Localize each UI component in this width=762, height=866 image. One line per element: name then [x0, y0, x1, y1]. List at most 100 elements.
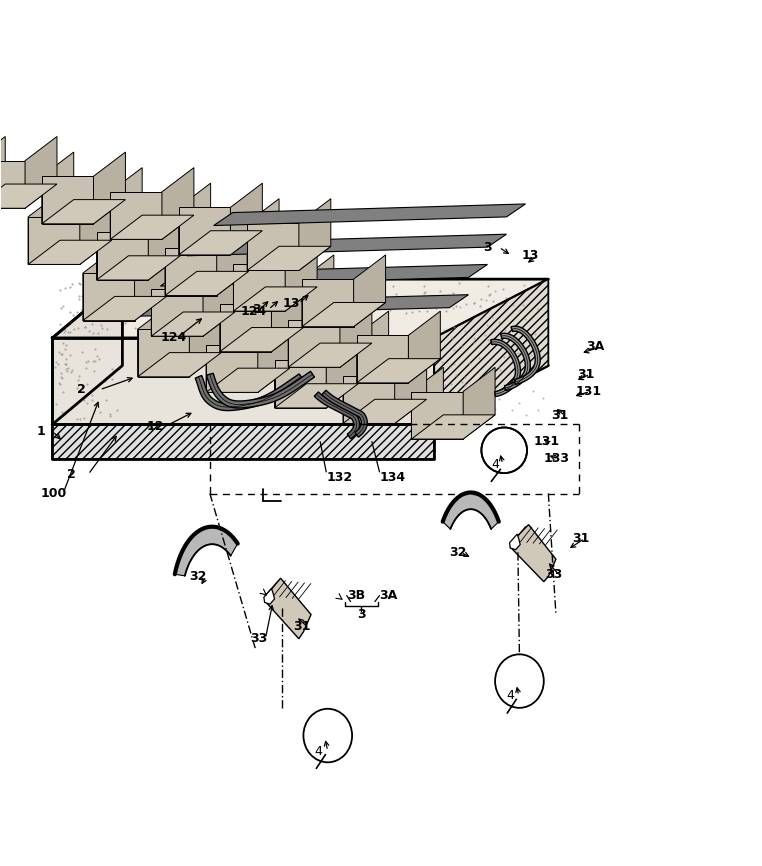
Polygon shape — [174, 527, 238, 576]
Polygon shape — [230, 184, 262, 255]
Polygon shape — [510, 534, 520, 550]
Text: 13: 13 — [522, 249, 539, 262]
Polygon shape — [357, 359, 440, 383]
Polygon shape — [152, 288, 203, 336]
Polygon shape — [80, 193, 112, 264]
Polygon shape — [343, 399, 427, 423]
Polygon shape — [233, 239, 265, 311]
Text: 33: 33 — [546, 568, 562, 581]
Polygon shape — [53, 338, 434, 424]
Text: 31: 31 — [552, 410, 568, 423]
Text: 131: 131 — [576, 385, 602, 398]
Polygon shape — [340, 295, 372, 367]
Polygon shape — [247, 246, 331, 270]
Polygon shape — [219, 327, 303, 352]
Polygon shape — [285, 239, 317, 311]
Polygon shape — [219, 280, 251, 352]
Text: 31: 31 — [573, 532, 590, 545]
Polygon shape — [264, 589, 274, 604]
Polygon shape — [491, 339, 520, 397]
Text: 3A: 3A — [379, 589, 398, 602]
Polygon shape — [0, 161, 25, 208]
Polygon shape — [110, 168, 142, 239]
Polygon shape — [511, 326, 540, 385]
Polygon shape — [165, 248, 216, 295]
Polygon shape — [288, 295, 320, 367]
Text: 124: 124 — [240, 306, 267, 319]
Polygon shape — [138, 352, 221, 377]
Polygon shape — [0, 137, 5, 208]
Polygon shape — [274, 384, 358, 408]
Text: 31: 31 — [578, 368, 594, 381]
Polygon shape — [302, 302, 386, 326]
Polygon shape — [357, 335, 408, 383]
Polygon shape — [271, 280, 303, 352]
Polygon shape — [326, 336, 358, 408]
Polygon shape — [94, 152, 126, 223]
Text: 3: 3 — [484, 241, 492, 254]
Polygon shape — [187, 234, 507, 255]
Polygon shape — [511, 525, 556, 582]
Polygon shape — [178, 184, 210, 255]
Polygon shape — [110, 192, 162, 239]
Polygon shape — [28, 240, 112, 264]
Polygon shape — [288, 343, 372, 367]
Polygon shape — [138, 305, 170, 377]
Text: 134: 134 — [379, 471, 405, 484]
Polygon shape — [206, 345, 258, 392]
Text: 131: 131 — [533, 435, 559, 448]
Text: 3: 3 — [357, 608, 366, 621]
Polygon shape — [28, 193, 60, 264]
Polygon shape — [195, 374, 303, 410]
Polygon shape — [178, 207, 230, 255]
Text: 13: 13 — [282, 297, 299, 310]
Polygon shape — [53, 424, 434, 459]
Polygon shape — [97, 232, 149, 280]
Polygon shape — [53, 279, 549, 338]
Polygon shape — [83, 273, 135, 320]
Polygon shape — [28, 216, 80, 264]
Polygon shape — [0, 184, 57, 208]
Polygon shape — [302, 255, 334, 326]
Polygon shape — [134, 294, 469, 316]
Polygon shape — [42, 152, 74, 223]
Polygon shape — [233, 287, 317, 311]
Polygon shape — [216, 223, 248, 295]
Polygon shape — [411, 367, 443, 439]
Polygon shape — [322, 391, 367, 437]
Text: 12: 12 — [147, 421, 165, 434]
Polygon shape — [354, 255, 386, 326]
Text: 33: 33 — [250, 632, 267, 645]
Polygon shape — [443, 493, 499, 529]
Polygon shape — [149, 208, 180, 280]
Polygon shape — [138, 329, 189, 377]
Polygon shape — [213, 204, 526, 225]
Polygon shape — [83, 296, 167, 320]
Text: 4: 4 — [314, 745, 322, 758]
Text: 4: 4 — [491, 457, 499, 470]
Polygon shape — [162, 168, 194, 239]
Text: 3B: 3B — [347, 589, 365, 602]
Text: 3: 3 — [251, 303, 261, 316]
Polygon shape — [110, 215, 194, 239]
Polygon shape — [299, 198, 331, 270]
Polygon shape — [274, 360, 326, 408]
Text: 4: 4 — [507, 689, 514, 702]
Polygon shape — [165, 223, 197, 295]
Polygon shape — [42, 199, 126, 223]
Polygon shape — [165, 271, 248, 295]
Polygon shape — [265, 578, 311, 639]
Polygon shape — [274, 336, 306, 408]
Polygon shape — [152, 312, 235, 336]
Text: 32: 32 — [189, 570, 207, 583]
Polygon shape — [53, 279, 123, 424]
Polygon shape — [247, 198, 279, 270]
Text: 124: 124 — [161, 332, 187, 345]
Polygon shape — [247, 223, 299, 270]
Text: 32: 32 — [450, 546, 467, 559]
Polygon shape — [97, 208, 129, 280]
Text: 100: 100 — [40, 487, 66, 500]
Polygon shape — [178, 230, 262, 255]
Polygon shape — [434, 279, 549, 424]
Polygon shape — [343, 352, 375, 423]
